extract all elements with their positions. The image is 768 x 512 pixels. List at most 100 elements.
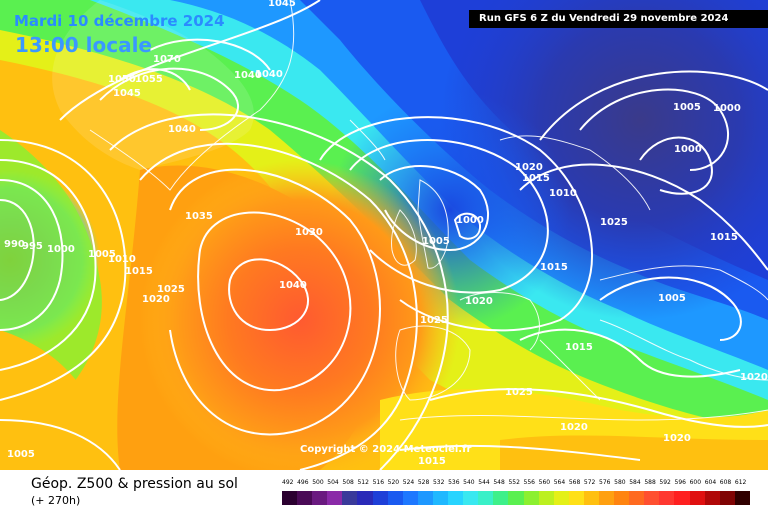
legend-tick-label: 560 <box>538 479 551 486</box>
isobars <box>0 0 768 470</box>
legend-swatch <box>644 491 660 505</box>
isobar-1050 <box>99 67 240 131</box>
isobar-label: 1020 <box>465 296 493 307</box>
isobar-label: 1005 <box>7 449 35 460</box>
legend-tick-label: 496 <box>297 479 309 486</box>
isobar-1000-uk <box>453 212 482 240</box>
isobar-label: 1020 <box>663 433 691 444</box>
legend-tick-label: 556 <box>523 479 535 486</box>
legend-tick-label: 504 <box>327 479 339 486</box>
isobar-label: 1040 <box>168 124 196 135</box>
isobar-label: 1040 <box>234 70 262 81</box>
forecast-time: 13:00 locale <box>15 33 152 57</box>
legend-swatch <box>312 491 328 505</box>
isobar-label: 990 <box>4 239 25 250</box>
model-run-banner: Run GFS 6 Z du Vendredi 29 novembre 2024 <box>469 10 768 28</box>
isobar-label: 1010 <box>108 254 136 265</box>
scandinavia-coast <box>499 135 651 211</box>
isobar-label: 1045 <box>268 0 296 9</box>
legend-tick-label: 576 <box>599 479 611 486</box>
legend-tick-label: 552 <box>508 479 520 486</box>
legend-tick-label: 592 <box>659 479 671 486</box>
isobar-label: 1045 <box>113 88 141 99</box>
isobar-label: 1020 <box>560 422 588 433</box>
isobar-label: 1025 <box>420 315 448 326</box>
legend-swatch <box>282 491 298 505</box>
color-field-africa <box>500 435 768 470</box>
legend-tick-label: 612 <box>734 479 747 486</box>
legend-tick-label: 584 <box>629 479 641 486</box>
legend-swatch <box>553 491 569 505</box>
isobar-1055 <box>119 68 191 91</box>
isobar-1010-west <box>0 139 127 401</box>
isobar-label: 1015 <box>125 266 153 277</box>
legend-swatch <box>357 491 373 505</box>
isobar-labels: 1045 1070 1050 1055 1045 1040 1040 1040 … <box>4 0 768 467</box>
legend-swatch <box>719 491 735 505</box>
legend-tick-label: 608 <box>719 479 732 486</box>
legend-tick-label: 524 <box>402 479 415 486</box>
legend-swatch <box>478 491 494 505</box>
isobar-label: 1025 <box>157 284 185 295</box>
isobar-label: 1005 <box>422 236 450 247</box>
isobar-label: 1030 <box>295 227 323 238</box>
legend-swatch <box>523 491 539 505</box>
legend-swatch <box>689 491 705 505</box>
isobar-label: 1050 <box>108 74 136 85</box>
legend-tick-label: 528 <box>417 479 430 486</box>
legend-tick-label: 532 <box>432 479 445 486</box>
legend-swatch <box>372 491 388 505</box>
isobar-1035 <box>197 211 352 392</box>
isobar-label: 1000 <box>47 244 75 255</box>
legend-swatch <box>598 491 615 505</box>
isobar-label: 1020 <box>515 162 543 173</box>
isobar-label: 1035 <box>185 211 213 222</box>
legend-tick-label: 512 <box>357 479 369 486</box>
isobar-1070 <box>149 38 271 71</box>
isobar-1005-west <box>0 159 97 371</box>
isobar-995-west <box>0 199 35 301</box>
legend-tick-label: 604 <box>704 479 717 486</box>
product-title: Géop. Z500 & pression au sol <box>31 476 238 492</box>
legend-swatch <box>342 491 358 505</box>
legend-swatch <box>583 491 599 505</box>
legend-swatch <box>432 491 449 505</box>
legend-color-bar <box>282 491 750 505</box>
high-pressure-core <box>0 0 768 470</box>
legend-swatch <box>674 491 690 505</box>
legend-swatch <box>704 491 720 505</box>
isobar-1010-uk <box>349 139 549 294</box>
isobar-1000-east <box>639 136 713 195</box>
isobar-label: 1025 <box>600 217 628 228</box>
balkan-borders <box>599 319 768 381</box>
isobar-label: 1020 <box>142 294 170 305</box>
legend-swatch <box>387 491 403 505</box>
isobar-label: 1040 <box>255 69 283 80</box>
isobar-1030 <box>169 168 381 436</box>
legend-tick-label: 520 <box>387 479 400 486</box>
isobar-label: 1005 <box>673 102 701 113</box>
color-scale-legend: 492 496 500 504 508 512 516 520 524 528 532 536 540 5… <box>282 479 750 509</box>
isobar-label: 1020 <box>740 372 768 383</box>
legend-swatch <box>614 491 630 505</box>
isobar-label: 1010 <box>549 188 577 199</box>
legend-tick-label: 536 <box>448 479 460 486</box>
eastern-europe-borders <box>599 265 768 301</box>
isobar-label: 1015 <box>418 456 446 467</box>
legend-tick-label: 572 <box>583 479 596 486</box>
geopotential-map: 1045 1070 1050 1055 1045 1040 1040 1040 … <box>0 0 768 470</box>
legend-swatch <box>629 491 645 505</box>
legend-swatch <box>734 491 750 505</box>
isobar-1020-southwest <box>0 419 121 470</box>
isobar-label: 1000 <box>674 144 702 155</box>
france-coast <box>459 292 540 351</box>
isobar-1040-core <box>228 258 310 332</box>
isobar-label: 1070 <box>153 54 181 65</box>
forecast-range: (+ 270h) <box>31 494 81 507</box>
legend-tick-label: 596 <box>674 479 686 486</box>
isobar-label: 1015 <box>522 173 550 184</box>
legend-swatch <box>659 491 675 505</box>
legend-tick-label: 508 <box>342 479 354 486</box>
legend-swatch <box>327 491 343 505</box>
